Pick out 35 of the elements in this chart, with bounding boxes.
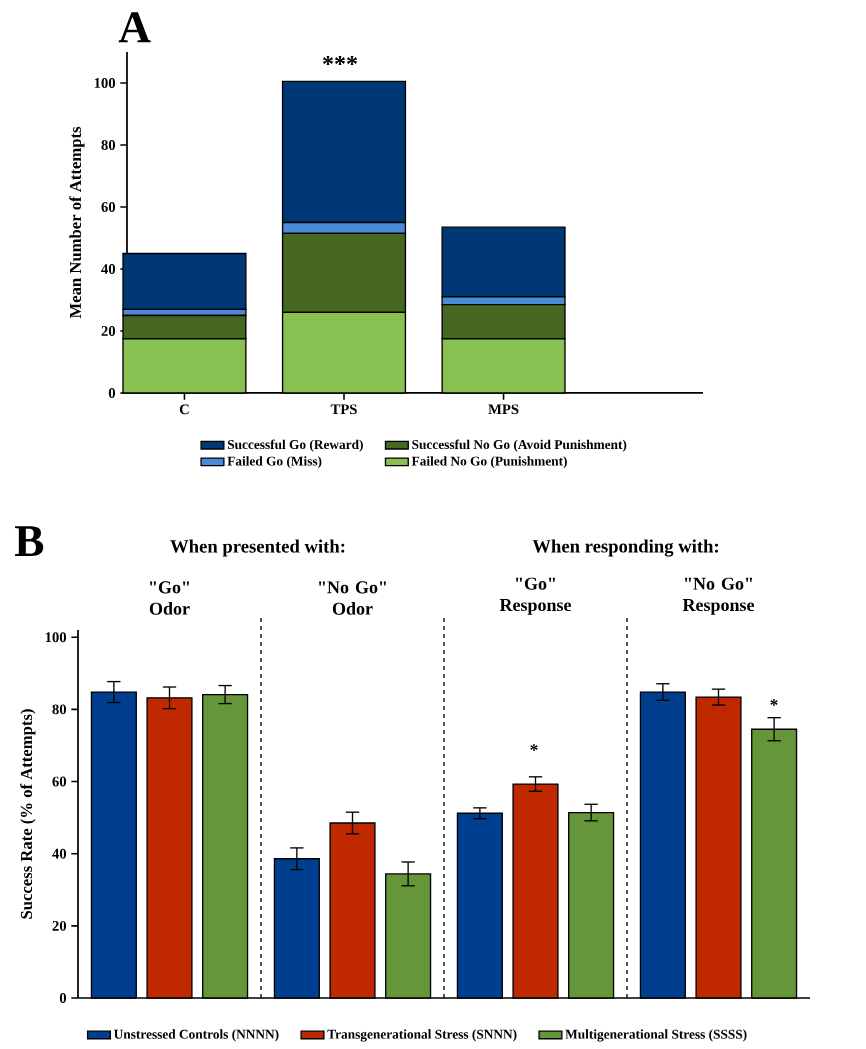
y-axis-title: Mean Number of Attempts bbox=[69, 126, 85, 319]
legend-label: Transgenerational Stress (SNNN) bbox=[327, 1029, 517, 1042]
x-tick-label: "No Go" Response bbox=[682, 577, 755, 615]
y-tick-label: 20 bbox=[52, 920, 67, 931]
text: When presented with: bbox=[170, 539, 345, 557]
y-tick-label: 40 bbox=[52, 848, 67, 859]
x-tick-label: "Go" Odor bbox=[149, 581, 190, 615]
legend-label: Successful Go (Reward) bbox=[227, 439, 363, 452]
x-tick-label: C bbox=[179, 404, 189, 415]
y-tick-label: 40 bbox=[101, 264, 116, 274]
y-tick-label: 60 bbox=[52, 776, 67, 787]
text: When responding with: bbox=[532, 539, 719, 557]
y-tick-label: 80 bbox=[101, 140, 116, 150]
legend-label: Successful No Go (Avoid Punishment) bbox=[412, 439, 627, 452]
y-tick-label: 0 bbox=[59, 993, 67, 1003]
y-tick-label: 100 bbox=[45, 632, 67, 643]
y-tick-label: 100 bbox=[94, 78, 116, 88]
x-tick-label: "Go" Response bbox=[499, 577, 572, 615]
annotation: * bbox=[530, 744, 538, 751]
x-tick-label: TPS bbox=[330, 404, 357, 415]
x-tick-label: MPS bbox=[488, 404, 519, 415]
y-tick-label: 80 bbox=[52, 704, 67, 715]
y-tick-label: 60 bbox=[101, 202, 116, 212]
legend-label: Multigenerational Stress (SSSS) bbox=[565, 1029, 747, 1042]
y-tick-label: 0 bbox=[108, 388, 116, 398]
x-tick-label: "No Go" Odor bbox=[318, 581, 386, 615]
y-axis-title: Success Rate (% of Attempts) bbox=[20, 709, 36, 919]
chart-title: A bbox=[118, 12, 151, 43]
legend-label: Failed Go (Miss) bbox=[227, 456, 322, 469]
legend-label: Failed No Go (Punishment) bbox=[411, 456, 567, 469]
annotation: * bbox=[770, 699, 778, 706]
y-tick-label: 20 bbox=[101, 326, 116, 336]
legend-label: Unstressed Controls (NNNN) bbox=[114, 1029, 279, 1042]
chart-title: B bbox=[15, 526, 44, 557]
annotation: *** bbox=[323, 56, 357, 66]
